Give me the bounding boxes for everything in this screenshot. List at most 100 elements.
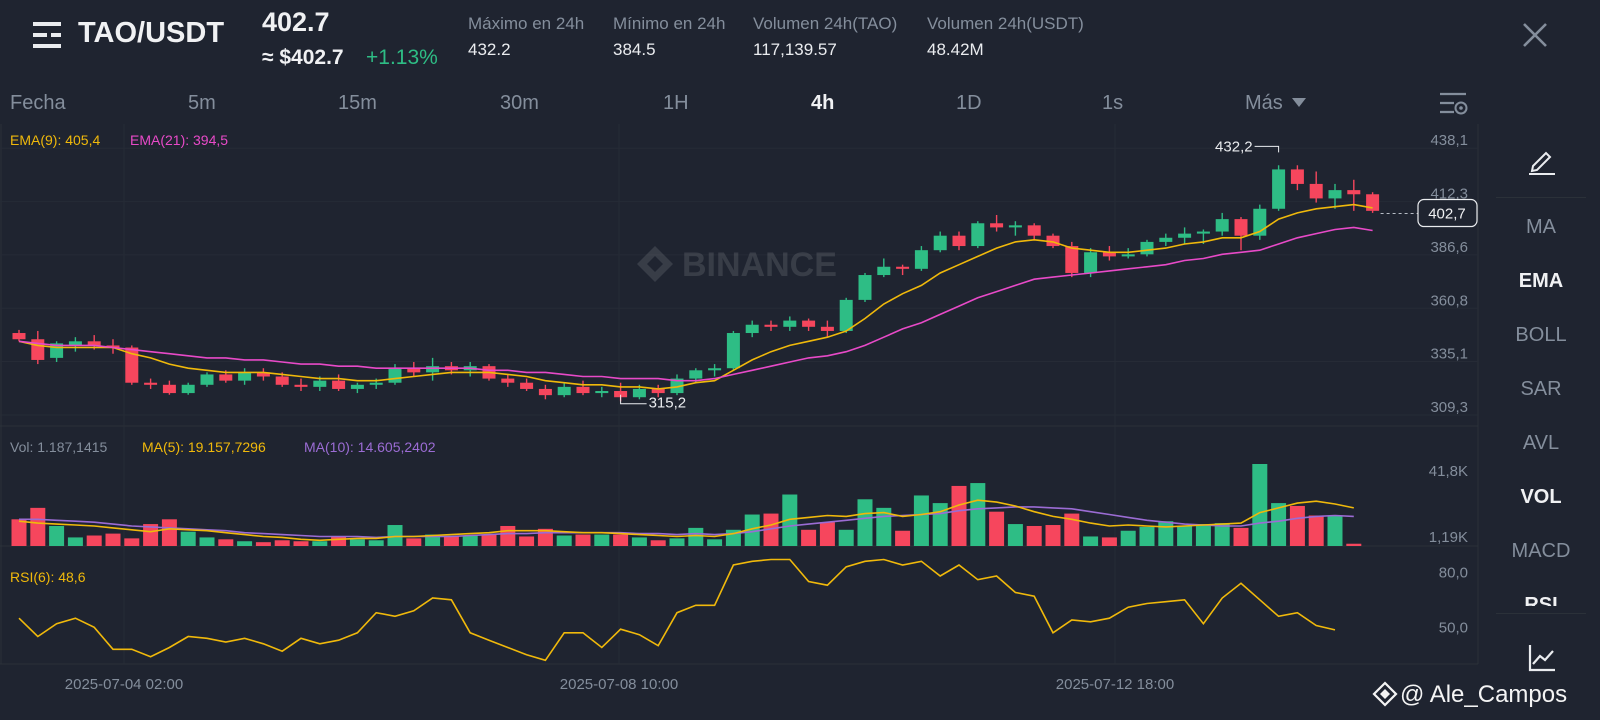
tab-5m[interactable]: 5m [188, 92, 216, 115]
volume-bar [49, 526, 64, 546]
volume-bar [331, 536, 346, 546]
indicator-ma[interactable]: MA [1480, 216, 1600, 239]
volume-bar [87, 536, 102, 546]
chart-settings-icon[interactable] [1440, 91, 1468, 117]
volume-bar [1290, 506, 1305, 546]
candle-body [971, 223, 984, 246]
volume-bar [162, 519, 177, 546]
volume-bar [350, 539, 365, 546]
candle-body [727, 333, 740, 368]
candle-body [1084, 252, 1097, 273]
volume-bar [444, 536, 459, 546]
line-chart-icon[interactable] [1527, 643, 1557, 673]
indicator-sar[interactable]: SAR [1480, 378, 1600, 401]
candle-body [1065, 246, 1078, 273]
tab-1h[interactable]: 1H [663, 92, 689, 115]
tab-15m[interactable]: 15m [338, 92, 377, 115]
volume-bar [707, 539, 722, 546]
candle-body [840, 300, 853, 331]
volume-bar [613, 535, 628, 546]
volume-bar [688, 528, 703, 546]
stat-label-vol-usdt: Volumen 24h(USDT) [927, 14, 1084, 34]
volume-bar [1309, 515, 1324, 546]
tab-4h[interactable]: 4h [811, 92, 834, 115]
volume-bar [388, 525, 403, 546]
volume-bar [68, 537, 83, 546]
indicator-boll[interactable]: BOLL [1480, 324, 1600, 347]
volume-bar [1234, 528, 1249, 546]
candle-body [896, 267, 909, 269]
volume-axis-tick: 1,19K [1429, 529, 1468, 546]
stat-label-vol-tao: Volumen 24h(TAO) [753, 14, 897, 34]
candle-body [389, 368, 402, 382]
candle-body [765, 325, 778, 327]
candle-body [1216, 219, 1229, 231]
indicator-vol[interactable]: VOL [1480, 486, 1600, 509]
volume-bar [256, 542, 271, 546]
indicator-rsi[interactable]: RSI [1480, 594, 1600, 606]
candle-body [934, 236, 947, 250]
tab-1s[interactable]: 1s [1102, 92, 1123, 115]
indicator-ema[interactable]: EMA [1480, 270, 1600, 293]
stat-label-low: Mínimo en 24h [613, 14, 725, 34]
candle-body [182, 385, 195, 393]
candle-body [426, 366, 439, 372]
candle-body [238, 372, 251, 380]
candle-body [313, 381, 326, 387]
volume-bar [801, 530, 816, 546]
volume-axis-tick: 41,8K [1429, 463, 1468, 480]
chevron-down-icon [1292, 98, 1306, 108]
sidebar-divider [1496, 613, 1586, 614]
high-price-label: 432,2 [1215, 138, 1253, 155]
candle-body [1310, 184, 1323, 198]
chart-area[interactable]: BINANCE 438,1 412,3 386,6 360,8 335,1 309,3 43… [0, 124, 1480, 702]
volume-bar [1046, 525, 1061, 546]
tab-more[interactable]: Más [1245, 92, 1283, 115]
candle-body [990, 223, 1003, 227]
volume-bar [989, 512, 1004, 546]
candle-body [633, 389, 646, 397]
indicator-rsi-clip: RSI [1480, 594, 1600, 606]
candle-body [859, 275, 872, 300]
volume-bar [670, 538, 685, 546]
volume-bar [952, 486, 967, 546]
price-change: +1.13% [366, 46, 438, 70]
price-axis-tick: 309,3 [1430, 399, 1468, 416]
watermark-author: @ Ale_Campos [1400, 681, 1567, 709]
candle-body [1272, 169, 1285, 208]
tab-fecha[interactable]: Fecha [10, 92, 66, 115]
volume-bar [1252, 464, 1267, 546]
stat-label-high: Máximo en 24h [468, 14, 584, 34]
high-marker-line [1255, 146, 1279, 152]
tab-30m[interactable]: 30m [500, 92, 539, 115]
draw-pen-icon[interactable] [1527, 146, 1557, 176]
time-axis-tick: 2025-07-08 10:00 [560, 676, 678, 693]
pair-title[interactable]: TAO/USDT [78, 17, 224, 50]
stat-value-vol-usdt: 48.42M [927, 40, 984, 60]
tab-1d[interactable]: 1D [956, 92, 982, 115]
volume-bar [1140, 527, 1155, 546]
candle-body [295, 385, 308, 387]
volume-bar [1027, 526, 1042, 546]
candle-body [201, 374, 214, 384]
candle-body [577, 387, 590, 393]
candle-body [877, 267, 890, 275]
menu-icon[interactable] [33, 20, 65, 50]
candle-body [915, 250, 928, 269]
rsi-line [19, 560, 1335, 661]
ema9-legend: EMA(9): 405,4 [10, 132, 100, 148]
candle-body [1329, 190, 1342, 198]
candle-body [219, 374, 232, 380]
volume-bar [895, 531, 910, 546]
volume-bar [106, 534, 121, 546]
sidebar-divider [1496, 197, 1586, 198]
volume-bar [12, 519, 27, 546]
volume-bar [181, 532, 196, 546]
volume-bar [124, 538, 139, 546]
indicator-macd[interactable]: MACD [1480, 540, 1600, 563]
binance-square-icon [1372, 681, 1398, 707]
close-icon[interactable] [1522, 22, 1548, 48]
volume-bar [369, 540, 384, 546]
indicator-avl[interactable]: AVL [1480, 432, 1600, 455]
volume-bar [651, 540, 666, 546]
